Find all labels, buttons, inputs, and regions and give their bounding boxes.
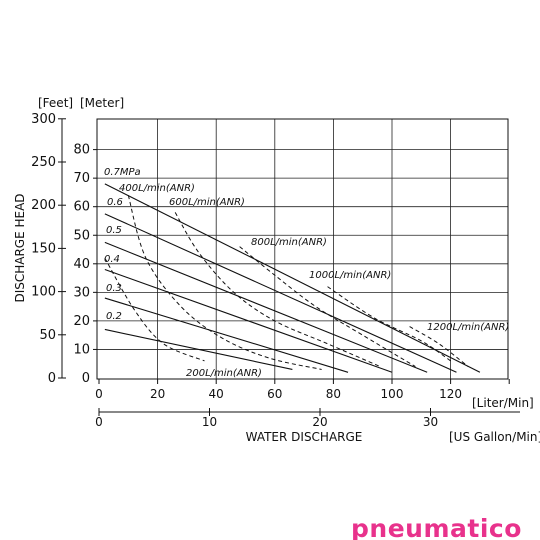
airflow-curve-label: 1000L/min(ANR) xyxy=(309,270,391,281)
logo-text: pneumatico xyxy=(351,514,522,540)
airflow-curves: 200L/min(ANR) 400L/min(ANR) 600L/min(ANR) 8… xyxy=(104,183,509,379)
airflow-curve xyxy=(327,286,451,362)
y-unit-feet: [Feet] xyxy=(38,96,73,110)
airflow-curve xyxy=(239,246,416,368)
liter-tick-label: 20 xyxy=(150,387,165,401)
axes-ticks: 0 20 40 60 80 100 1200 10 20 30050100150200250300… xyxy=(31,112,520,429)
feet-tick-label: 50 xyxy=(39,328,56,343)
meter-tick-label: 80 xyxy=(73,143,90,158)
airflow-curve xyxy=(409,326,469,367)
feet-tick-label: 100 xyxy=(31,285,56,300)
meter-tick-label: 50 xyxy=(73,228,90,243)
meter-tick-label: 0 xyxy=(82,371,90,386)
pneumatico-logo: pneumatico xyxy=(351,514,522,540)
feet-tick-label: 200 xyxy=(31,198,56,213)
pressure-curves: 0.7MPa 0.6 0.5 0.4 0.3 0.2 xyxy=(104,167,481,373)
liter-tick-label: 80 xyxy=(326,387,341,401)
meter-tick-label: 30 xyxy=(73,285,90,300)
gallon-tick-label: 30 xyxy=(423,415,438,429)
meter-tick-label: 70 xyxy=(73,171,90,186)
pressure-curve xyxy=(104,183,481,373)
x-axis-label: WATER DISCHARGE xyxy=(246,430,363,444)
plot-border xyxy=(96,118,509,380)
airflow-curve-label: 800L/min(ANR) xyxy=(251,237,327,248)
gallon-tick-label: 10 xyxy=(202,415,217,429)
pressure-curve xyxy=(104,241,428,373)
airflow-curve xyxy=(174,212,381,368)
feet-tick-label: 250 xyxy=(31,155,56,170)
pressure-curve-label: 0.5 xyxy=(106,225,122,236)
y-axis-label: DISCHARGE HEAD xyxy=(13,193,27,302)
gallon-tick-label: 20 xyxy=(312,415,327,429)
airflow-curve-label: 400L/min(ANR) xyxy=(119,183,195,194)
feet-tick-label: 150 xyxy=(31,241,56,256)
airflow-curve xyxy=(127,195,322,370)
pressure-curve xyxy=(104,268,393,373)
y-unit-meter: [Meter] xyxy=(80,96,124,110)
liter-tick-label: 40 xyxy=(209,387,224,401)
plot-frame xyxy=(96,118,509,380)
pressure-curve-label: 0.2 xyxy=(106,311,122,322)
airflow-curve-label: 600L/min(ANR) xyxy=(169,197,245,208)
meter-tick-label: 10 xyxy=(73,342,90,357)
pressure-curve xyxy=(104,213,457,373)
meter-tick-label: 20 xyxy=(73,314,90,329)
meter-tick-label: 60 xyxy=(73,200,90,215)
pressure-curve-label: 0.6 xyxy=(107,197,123,208)
grid xyxy=(97,119,508,379)
feet-tick-label: 300 xyxy=(31,112,56,127)
pressure-curve-label: 0.7MPa xyxy=(104,167,141,178)
liter-tick-label: 0 xyxy=(95,387,103,401)
pressure-curve xyxy=(104,297,349,373)
feet-tick-label: 0 xyxy=(48,371,56,386)
pressure-curve xyxy=(104,328,293,370)
liter-tick-label: 60 xyxy=(267,387,282,401)
liter-tick-label: 100 xyxy=(381,387,404,401)
pressure-curve-label: 0.4 xyxy=(104,254,120,265)
airflow-curve-label: 200L/min(ANR) xyxy=(186,368,262,379)
airflow-curve xyxy=(104,257,205,362)
x-unit-gallon: [US Gallon/Min] xyxy=(449,430,540,444)
airflow-curve-label: 1200L/min(ANR) xyxy=(427,322,509,333)
pressure-curve-label: 0.3 xyxy=(106,283,122,294)
liter-tick-label: 120 xyxy=(439,387,462,401)
x-unit-liter: [Liter/Min] xyxy=(472,396,534,410)
gallon-tick-label: 0 xyxy=(95,415,103,429)
meter-tick-label: 40 xyxy=(73,257,90,272)
